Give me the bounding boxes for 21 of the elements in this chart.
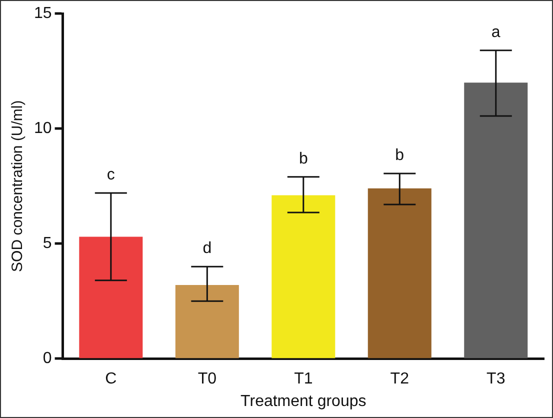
y-axis-title: SOD concentration (U/ml) xyxy=(9,100,26,272)
annotation: b xyxy=(395,146,404,164)
annotation: b xyxy=(298,150,308,168)
bar xyxy=(464,82,528,358)
bar xyxy=(272,195,336,358)
annotation: c xyxy=(106,166,115,184)
x-axis-title: Treatment groups xyxy=(240,392,366,410)
annotation: a xyxy=(491,24,500,41)
x-tick-label: T3 xyxy=(486,370,506,388)
bar xyxy=(368,188,432,358)
x-tick-label: T1 xyxy=(294,370,313,388)
annotation: d xyxy=(202,240,212,258)
bar xyxy=(79,236,143,358)
x-tick-label: C xyxy=(105,370,117,388)
bar xyxy=(175,285,239,358)
y-tick-label: 10 xyxy=(34,120,52,138)
y-tick-label: 0 xyxy=(42,350,52,368)
y-tick-label: 5 xyxy=(42,235,52,252)
x-tick-label: T0 xyxy=(198,370,217,388)
y-tick-label: 15 xyxy=(34,5,52,22)
x-tick-label: T2 xyxy=(390,370,410,388)
